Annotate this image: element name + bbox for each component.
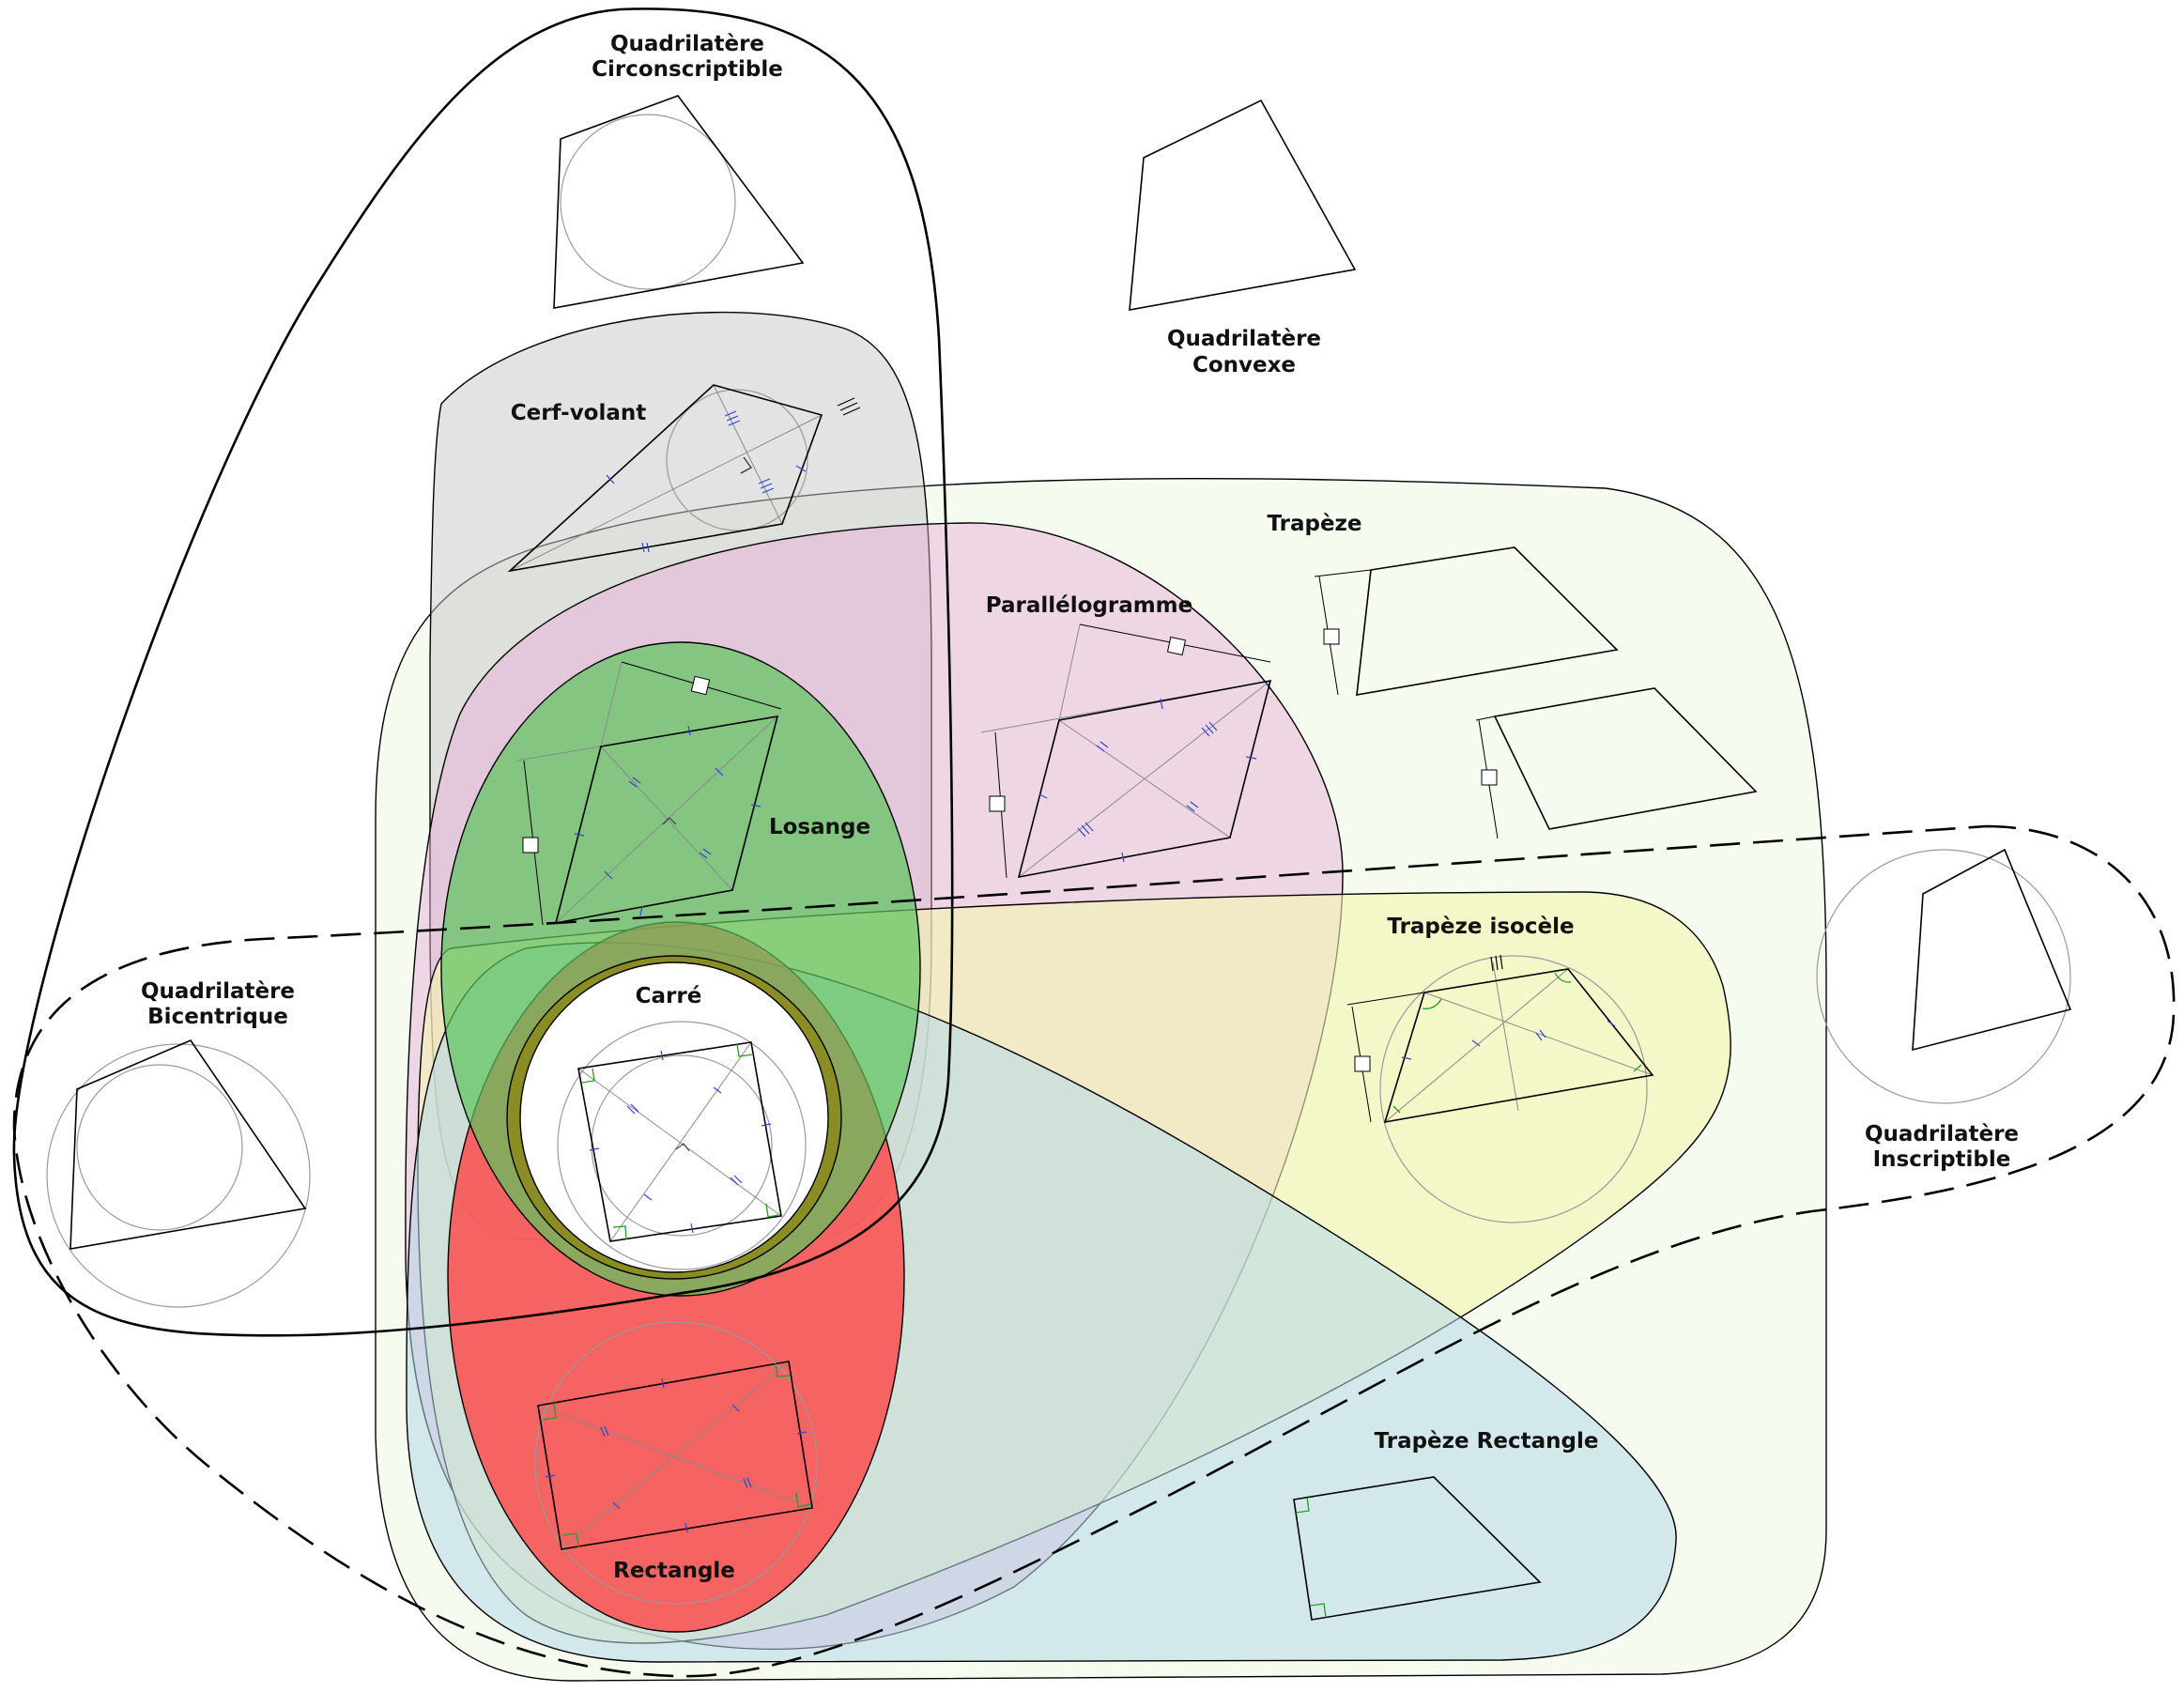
label-bicentrique-2: Bicentrique [147,1005,288,1029]
label-inscriptible-1: Quadrilatère [1865,1122,2019,1146]
figure-parallelogramme [980,623,1272,879]
figure-trapeze-isocele [1346,954,1654,1223]
figure-trapeze-1 [1314,546,1619,696]
figure-carre [557,1021,807,1270]
figure-rectangle [534,1321,818,1605]
label-cerf-volant: Cerf-volant [511,401,647,425]
label-rectangle: Rectangle [613,1559,735,1583]
carre-region [519,961,829,1273]
label-carre: Carré [636,984,702,1008]
figure-trapeze-2 [1475,687,1758,839]
label-trapeze-rectangle: Trapèze Rectangle [1375,1429,1599,1454]
label-bicentrique-1: Quadrilatère [141,979,295,1004]
label-trapeze: Trapèze [1267,512,1361,536]
figure-circonscriptible [553,95,805,309]
label-parallelogramme: Parallélogramme [986,593,1193,618]
circonscriptible-boundary [12,8,954,1337]
figure-inscriptible [1816,848,2072,1104]
label-inscriptible-2: Inscriptible [1873,1147,2011,1172]
figure-bicentrique [46,1039,311,1308]
label-convexe-1: Quadrilatère [1167,327,1321,351]
label-convexe-2: Convexe [1192,353,1296,377]
label-losange: Losange [769,815,870,839]
figure-convexe [1129,99,1357,311]
figure-cerf-volant [507,384,861,573]
inscriptible-boundary [12,824,2176,1678]
label-circonscriptible-2: Circonscriptible [592,57,783,82]
label-circonscriptible-1: Quadrilatère [610,32,764,56]
label-trapeze-isocele: Trapèze isocèle [1387,915,1574,939]
figure-losange [515,661,782,926]
figure-trapeze-rectangle [1293,1476,1542,1621]
